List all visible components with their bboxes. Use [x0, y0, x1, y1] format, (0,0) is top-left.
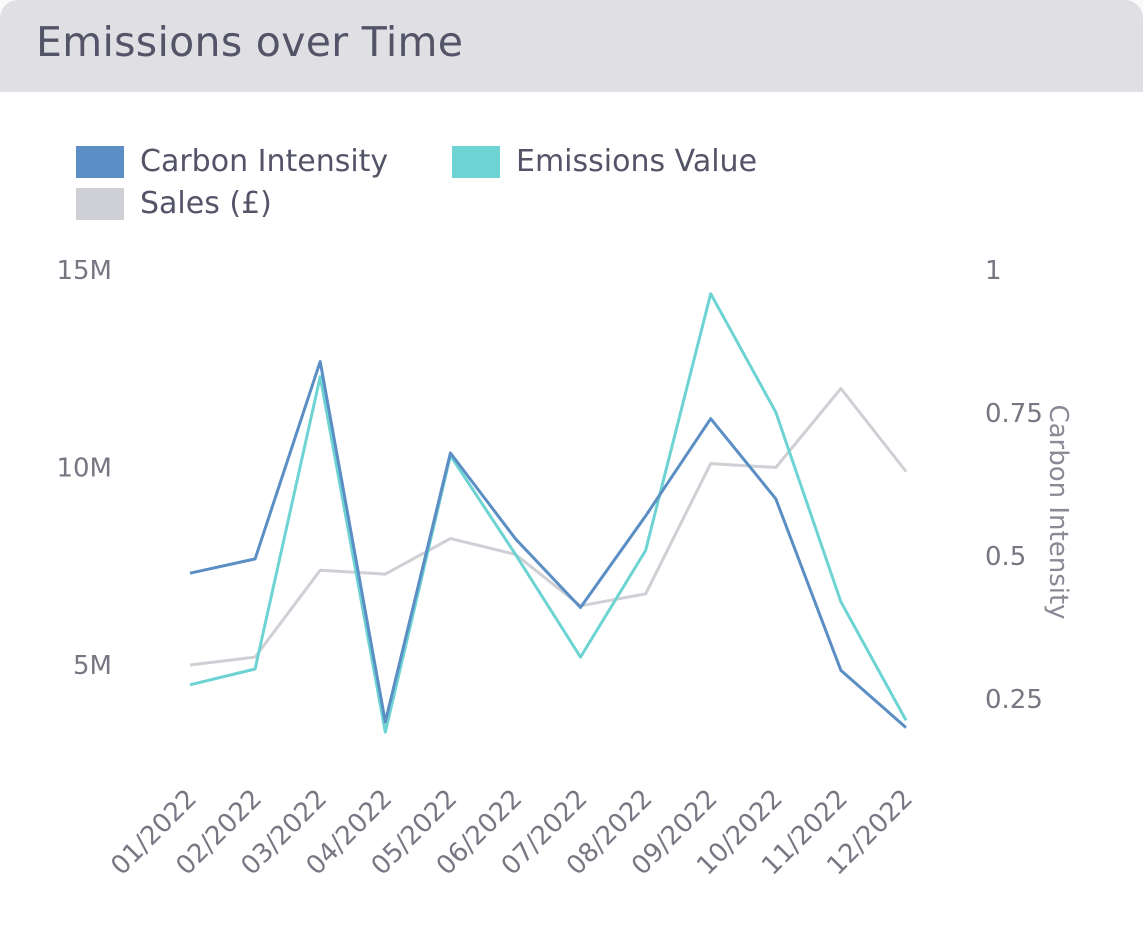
card-header: Emissions over Time: [0, 0, 1143, 92]
y-right-tick-label: 0.75: [985, 399, 1043, 429]
y-right-tick-label: 1: [985, 256, 1002, 286]
y-left-tick-label: 5M: [73, 651, 112, 681]
series-line-emissions-value[interactable]: [189, 292, 908, 734]
legend-swatch-emissions-value: [452, 145, 500, 178]
series-line-carbon-intensity[interactable]: [189, 360, 907, 729]
y-right-tick-label: 0.25: [985, 685, 1043, 715]
legend-swatch-sales: [76, 187, 124, 220]
legend-label-carbon-intensity: Carbon Intensity: [140, 144, 389, 179]
y-left-tick-label: 15M: [56, 256, 112, 286]
series-line-sales[interactable]: [189, 387, 908, 667]
legend-label-sales: Sales (£): [140, 186, 272, 221]
legend-label-emissions-value: Emissions Value: [516, 144, 758, 179]
legend-swatch-carbon-intensity: [76, 145, 124, 178]
legend-item-carbon-intensity[interactable]: Carbon Intensity: [76, 144, 388, 179]
legend-item-sales[interactable]: Sales (£): [76, 186, 272, 221]
y-right-axis-title: Carbon Intensity: [1043, 404, 1073, 619]
y-right-tick-label: 0.5: [985, 542, 1026, 572]
card-title: Emissions over Time: [36, 18, 464, 66]
y-left-tick-label: 10M: [56, 454, 112, 484]
legend-item-emissions-value[interactable]: Emissions Value: [452, 144, 757, 179]
